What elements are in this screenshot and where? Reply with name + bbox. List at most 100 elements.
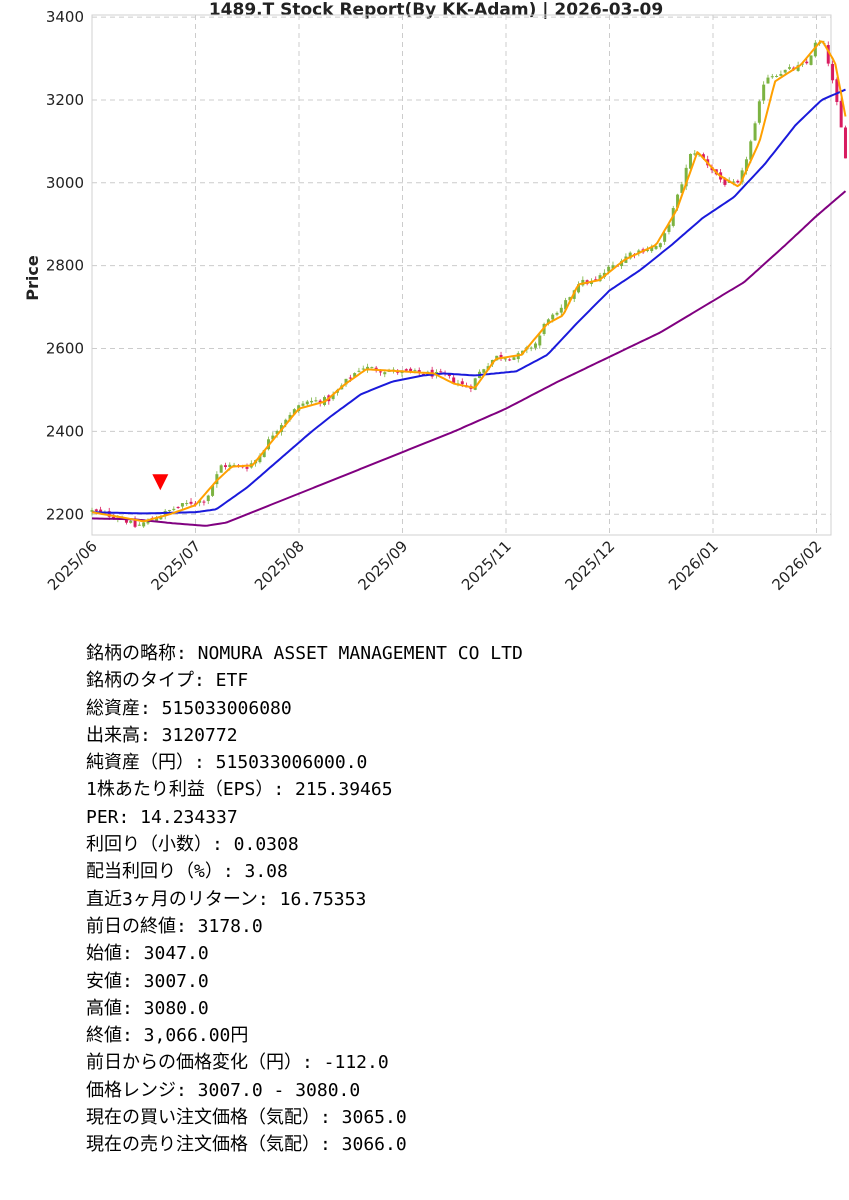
- candle: [843, 125, 847, 159]
- candle: [499, 351, 503, 362]
- candle: [223, 462, 227, 470]
- y-tick-label: 3400: [46, 8, 84, 26]
- candle: [211, 485, 215, 498]
- info-line: 純資産（円）: 515033006000.0: [86, 752, 368, 774]
- info-line: 高値: 3080.0: [86, 997, 209, 1019]
- candle: [357, 367, 361, 373]
- y-tick-label: 2800: [46, 257, 84, 275]
- info-line: 現在の買い注文価格（気配）: 3065.0: [86, 1107, 407, 1129]
- candle: [383, 371, 387, 378]
- candle: [512, 356, 516, 361]
- info-line: 前日の終値: 3178.0: [86, 915, 263, 937]
- candle: [835, 77, 839, 106]
- candle: [663, 230, 667, 245]
- candle: [529, 346, 533, 352]
- candle: [775, 74, 779, 78]
- ma-mid-line: [91, 88, 846, 515]
- candle: [447, 374, 451, 379]
- x-tick-label: 2026/01: [665, 537, 722, 594]
- y-tick-label: 2200: [46, 505, 84, 523]
- candle: [137, 522, 141, 526]
- candle: [370, 366, 374, 369]
- x-tick-label: 2026/02: [769, 537, 826, 594]
- candle: [788, 64, 792, 70]
- candle: [516, 351, 520, 363]
- x-tick-label: 2025/07: [148, 537, 205, 594]
- candle: [766, 74, 770, 84]
- sell-signal-marker: [152, 474, 169, 491]
- candle: [559, 304, 563, 317]
- candle: [473, 377, 477, 391]
- chart-grid: [91, 15, 831, 535]
- candle: [533, 341, 537, 351]
- info-line: 終値: 3,066.00円: [86, 1025, 249, 1047]
- info-line: 始値: 3047.0: [86, 943, 209, 965]
- stock-chart: 1489.T Stock Report(By KK-Adam) | 2026-0…: [23, 0, 847, 594]
- candle: [620, 258, 624, 270]
- candle: [753, 121, 757, 141]
- x-tick-label: 2025/06: [44, 537, 101, 594]
- candle: [779, 70, 783, 77]
- candle: [688, 153, 692, 170]
- info-line: 直近3ヶ月のリターン: 16.75353: [86, 888, 367, 910]
- candle: [176, 506, 180, 509]
- candle: [133, 516, 137, 528]
- candle: [826, 41, 830, 67]
- info-line: 前日からの価格変化（円）: -112.0: [86, 1052, 389, 1074]
- candle: [762, 81, 766, 104]
- info-line: 出来高: 3120772: [86, 724, 238, 746]
- info-line: 1株あたり利益（EPS）: 215.39465: [86, 779, 393, 801]
- candle: [202, 499, 206, 506]
- plot-frame: [91, 14, 832, 536]
- candle: [314, 396, 318, 403]
- signal-marker: [152, 474, 169, 491]
- candle: [757, 99, 761, 125]
- info-line: 銘柄の略称: NOMURA ASSET MANAGEMENT CO LTD: [86, 643, 523, 664]
- candle: [658, 242, 662, 250]
- x-axis-ticks: 2025/06 2025/07 2025/08 2025/09 2025/11 2025/…: [44, 537, 825, 594]
- candle: [809, 55, 813, 66]
- candle: [206, 494, 210, 505]
- candle: [245, 463, 249, 472]
- candle: [667, 224, 671, 235]
- candle: [538, 333, 542, 349]
- candle: [439, 368, 443, 373]
- ma-short-line: [91, 40, 847, 523]
- candle: [90, 507, 94, 516]
- y-axis-ticks: 2200 2400 2600 2800 3000 3200 3400: [46, 8, 84, 523]
- info-line: 配当利回り（%）: 3.08: [86, 861, 288, 883]
- info-line: PER: 14.234337: [86, 806, 238, 828]
- candle: [172, 506, 176, 512]
- y-axis-label: Price: [23, 255, 42, 301]
- candle: [189, 498, 193, 506]
- x-tick-label: 2025/11: [458, 537, 515, 594]
- info-line: 総資産: 515033006080: [86, 697, 292, 719]
- info-line: 現在の売り注文価格（気配）: 3066.0: [86, 1134, 407, 1156]
- candle: [628, 251, 632, 260]
- info-line: 安値: 3007.0: [86, 970, 209, 992]
- x-tick-label: 2025/08: [251, 537, 308, 594]
- y-tick-label: 3000: [46, 174, 84, 192]
- candle: [163, 508, 167, 520]
- y-tick-label: 2600: [46, 340, 84, 358]
- info-line: 銘柄のタイプ: ETF: [86, 670, 249, 692]
- candle: [555, 311, 559, 317]
- candle: [305, 399, 309, 406]
- x-tick-label: 2025/12: [562, 537, 619, 594]
- candle: [482, 368, 486, 374]
- candlesticks: [90, 39, 847, 528]
- candle: [805, 58, 809, 65]
- candle: [654, 244, 658, 251]
- candle: [581, 276, 585, 287]
- candle: [478, 369, 482, 379]
- candle: [831, 60, 835, 84]
- x-tick-label: 2025/09: [355, 537, 412, 594]
- info-line: 価格レンジ: 3007.0 - 3080.0: [86, 1079, 361, 1101]
- y-tick-label: 3200: [46, 91, 84, 109]
- ma-long-line: [91, 190, 847, 527]
- y-tick-label: 2400: [46, 422, 84, 440]
- moving-averages: [91, 40, 847, 527]
- candle: [770, 73, 774, 79]
- stock-info-list: 銘柄の略称: NOMURA ASSET MANAGEMENT CO LTD 銘柄の…: [86, 640, 523, 1159]
- candle: [839, 97, 843, 128]
